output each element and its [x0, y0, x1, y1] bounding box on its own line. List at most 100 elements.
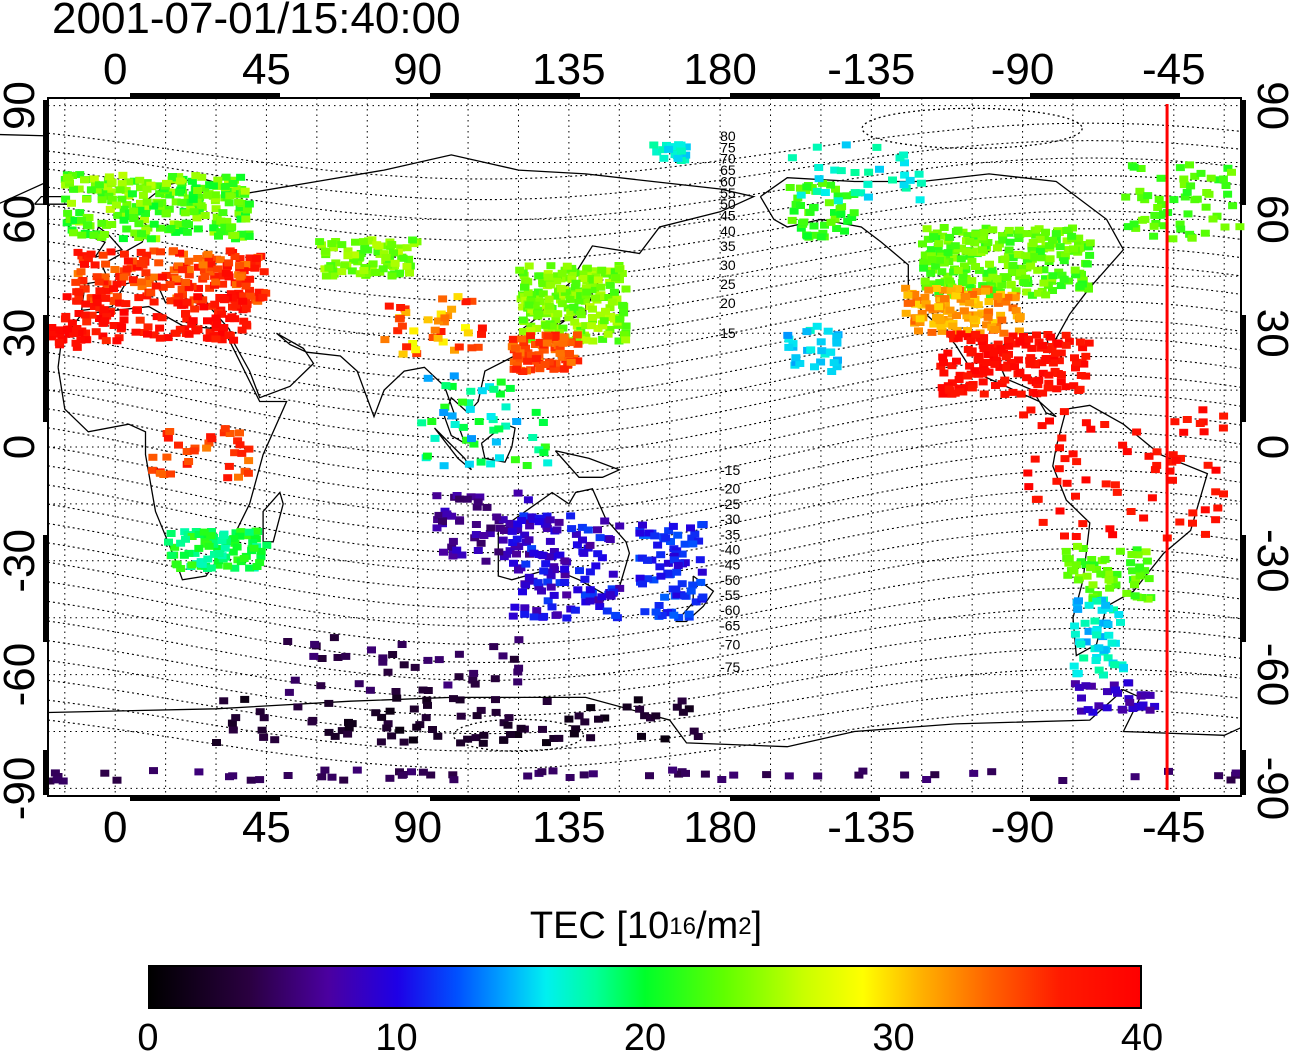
- tec-point: [217, 537, 227, 545]
- tec-point: [75, 171, 85, 179]
- tec-point: [1206, 174, 1216, 182]
- tec-point: [552, 611, 562, 619]
- tec-point: [1075, 385, 1085, 393]
- tec-point: [571, 530, 581, 538]
- tec-point: [232, 543, 242, 551]
- tec-point: [142, 280, 152, 287]
- tec-point: [270, 736, 280, 744]
- tec-point: [110, 296, 120, 304]
- tec-point: [135, 205, 145, 213]
- tec-point: [1131, 224, 1141, 232]
- tec-point: [1088, 581, 1098, 589]
- tec-point: [494, 425, 504, 433]
- tec-point: [945, 306, 955, 314]
- tec-point: [82, 195, 91, 203]
- tec-point: [211, 314, 221, 322]
- tec-point: [193, 293, 203, 301]
- tec-point: [164, 538, 173, 546]
- tec-point: [934, 289, 944, 297]
- tec-point: [134, 234, 144, 241]
- tec-point: [814, 175, 824, 183]
- top-tick-label: 180: [683, 45, 756, 94]
- tec-point: [408, 736, 418, 744]
- tec-point: [579, 771, 589, 779]
- tec-point: [526, 351, 536, 359]
- tec-point: [1092, 631, 1102, 639]
- tec-point: [440, 314, 450, 322]
- tec-point: [680, 540, 690, 548]
- tec-point: [557, 269, 567, 277]
- tec-point: [224, 199, 234, 207]
- tec-point: [1052, 385, 1062, 393]
- tec-point: [249, 544, 259, 552]
- tec-point: [566, 308, 576, 316]
- tec-point: [174, 173, 184, 181]
- tec-point: [864, 168, 874, 176]
- tec-point: [605, 281, 615, 289]
- tec-point: [832, 363, 842, 371]
- tec-point: [142, 185, 152, 193]
- tec-point: [653, 541, 663, 549]
- tec-point: [543, 459, 553, 467]
- tec-point: [1056, 349, 1066, 357]
- tec-point: [187, 177, 197, 185]
- tec-point: [385, 707, 395, 715]
- tec-point: [210, 191, 220, 199]
- tec-point: [176, 565, 186, 572]
- tec-point: [999, 329, 1009, 337]
- tec-point: [447, 543, 457, 551]
- tec-point: [187, 533, 197, 540]
- tec-point: [347, 267, 357, 275]
- tec-point: [1038, 369, 1048, 377]
- tec-point: [849, 209, 859, 217]
- tec-point: [241, 261, 251, 269]
- tec-point: [171, 329, 181, 337]
- tec-point: [501, 403, 511, 411]
- tec-point: [1063, 571, 1073, 579]
- tec-point: [820, 189, 830, 196]
- tec-point: [981, 287, 990, 295]
- tec-point: [214, 550, 224, 557]
- tec-point: [456, 739, 466, 747]
- tec-point: [652, 148, 662, 156]
- tec-point: [219, 532, 228, 540]
- tec-point: [1227, 168, 1236, 176]
- tec-point: [850, 189, 860, 197]
- tec-point: [558, 353, 568, 361]
- tec-point: [443, 681, 453, 689]
- tec-point: [1150, 702, 1160, 710]
- tec-point: [785, 184, 795, 191]
- tec-point: [1075, 244, 1085, 252]
- tec-point: [174, 293, 184, 301]
- tec-point: [872, 143, 882, 151]
- tec-point: [1085, 585, 1095, 593]
- tec-point: [549, 548, 559, 555]
- tec-point: [1078, 520, 1088, 528]
- tec-point: [524, 301, 534, 309]
- tec-point: [68, 172, 77, 179]
- tec-point: [119, 316, 129, 324]
- tec-point: [399, 738, 409, 746]
- tec-point: [426, 771, 436, 779]
- tec-point: [213, 561, 223, 569]
- tec-point: [922, 225, 932, 233]
- tec-point: [806, 346, 816, 354]
- tec-point: [74, 329, 84, 337]
- tec-point: [378, 654, 388, 662]
- tec-point: [684, 610, 694, 618]
- tec-point: [1041, 228, 1050, 236]
- tec-point: [999, 273, 1009, 281]
- tec-point: [1111, 581, 1121, 589]
- tec-point: [499, 527, 509, 534]
- tec-point: [914, 327, 923, 335]
- tec-point: [600, 270, 610, 278]
- tec-point: [381, 253, 391, 261]
- tec-point: [571, 725, 581, 733]
- tec-point: [1027, 291, 1037, 299]
- tec-point: [677, 697, 687, 705]
- tec-point: [669, 552, 679, 560]
- tec-point: [1031, 231, 1041, 239]
- tec-point: [146, 235, 156, 243]
- tec-point: [832, 339, 842, 347]
- tec-point: [676, 141, 686, 149]
